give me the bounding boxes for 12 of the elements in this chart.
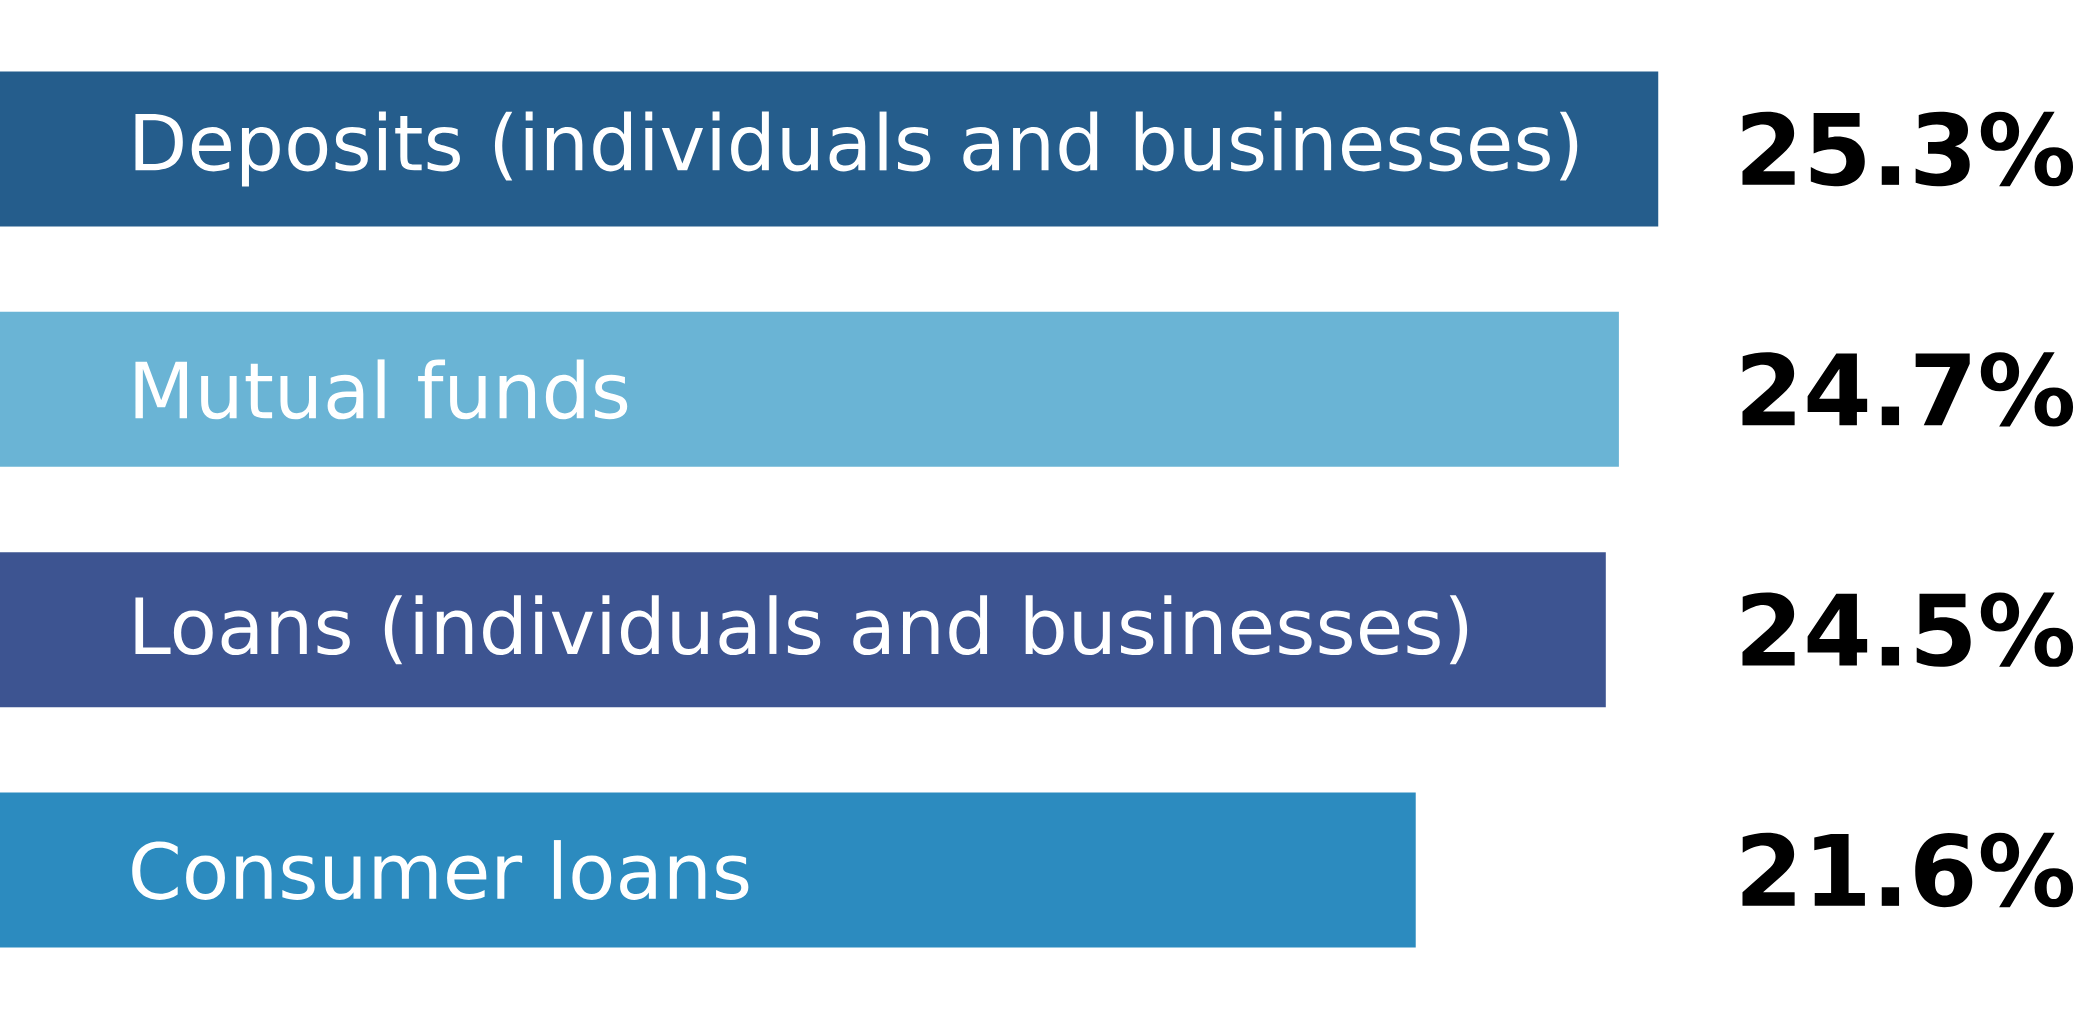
y-tick-label: Loans (individuals and businesses) (135, 595, 1468, 665)
data-label: 24.7% (1742, 352, 2074, 427)
y-tick-label: Mutual funds (135, 359, 628, 420)
y-tick-label: Consumer loans (132, 840, 749, 900)
y-tick-label: Deposits (individuals and businesses) (135, 111, 1578, 187)
bar (0, 552, 1606, 708)
bar (0, 311, 1619, 467)
data-label: 21.6% (1742, 832, 2074, 908)
data-label: 24.5% (1742, 592, 2074, 667)
bar (0, 71, 1659, 227)
bar (0, 792, 1416, 948)
data-label: 25.3% (1742, 111, 2074, 187)
